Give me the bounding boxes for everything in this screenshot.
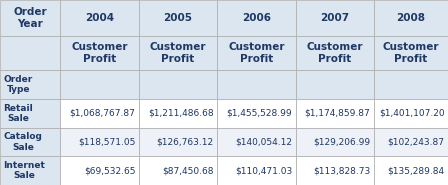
Bar — [217, 156, 296, 185]
Bar — [296, 156, 374, 185]
Bar — [0, 99, 60, 128]
Bar — [139, 128, 217, 156]
Bar — [0, 128, 60, 156]
Bar — [60, 99, 139, 128]
Bar — [139, 99, 217, 128]
Bar — [139, 0, 217, 36]
Text: 2008: 2008 — [396, 13, 426, 23]
Text: $87,450.68: $87,450.68 — [162, 166, 214, 175]
Text: $1,211,486.68: $1,211,486.68 — [148, 109, 214, 118]
Bar — [217, 99, 296, 128]
Text: $110,471.03: $110,471.03 — [235, 166, 292, 175]
Text: $126,763.12: $126,763.12 — [156, 137, 214, 147]
Text: 2007: 2007 — [320, 13, 349, 23]
Bar — [217, 0, 296, 36]
Bar — [60, 128, 139, 156]
Text: Internet
Sale: Internet Sale — [4, 161, 45, 180]
Text: $113,828.73: $113,828.73 — [313, 166, 370, 175]
Text: Customer
Profit: Customer Profit — [71, 42, 128, 64]
Bar — [217, 70, 296, 99]
Bar — [296, 36, 374, 70]
Text: Customer
Profit: Customer Profit — [228, 42, 285, 64]
Text: Order
Type: Order Type — [4, 75, 33, 94]
Text: $69,532.65: $69,532.65 — [84, 166, 135, 175]
Bar — [217, 128, 296, 156]
Text: Customer
Profit: Customer Profit — [383, 42, 439, 64]
Bar — [217, 36, 296, 70]
Text: Order
Year: Order Year — [13, 7, 47, 29]
Text: 2005: 2005 — [164, 13, 193, 23]
Bar — [374, 0, 448, 36]
Text: 2004: 2004 — [85, 13, 114, 23]
Text: Customer
Profit: Customer Profit — [306, 42, 363, 64]
Bar — [0, 36, 60, 70]
Bar — [60, 0, 139, 36]
Text: $140,054.12: $140,054.12 — [235, 137, 292, 147]
Bar — [296, 99, 374, 128]
Bar — [374, 128, 448, 156]
Text: $135,289.84: $135,289.84 — [387, 166, 444, 175]
Bar — [296, 70, 374, 99]
Text: Catalog
Sale: Catalog Sale — [4, 132, 43, 152]
Text: $1,401,107.20: $1,401,107.20 — [379, 109, 444, 118]
Bar — [374, 156, 448, 185]
Text: Retail
Sale: Retail Sale — [4, 104, 33, 123]
Bar — [139, 156, 217, 185]
Bar — [374, 36, 448, 70]
Bar — [296, 128, 374, 156]
Bar — [374, 70, 448, 99]
Text: $129,206.99: $129,206.99 — [313, 137, 370, 147]
Text: $118,571.05: $118,571.05 — [78, 137, 135, 147]
Bar — [60, 70, 139, 99]
Bar — [374, 99, 448, 128]
Bar — [296, 0, 374, 36]
Bar — [139, 36, 217, 70]
Text: $1,068,767.87: $1,068,767.87 — [69, 109, 135, 118]
Bar — [60, 36, 139, 70]
Text: $102,243.87: $102,243.87 — [388, 137, 444, 147]
Bar — [139, 70, 217, 99]
Bar — [0, 0, 60, 36]
Text: $1,174,859.87: $1,174,859.87 — [305, 109, 370, 118]
Bar — [60, 156, 139, 185]
Text: 2006: 2006 — [242, 13, 271, 23]
Text: $1,455,528.99: $1,455,528.99 — [227, 109, 292, 118]
Text: Customer
Profit: Customer Profit — [150, 42, 207, 64]
Bar — [0, 156, 60, 185]
Bar — [0, 70, 60, 99]
